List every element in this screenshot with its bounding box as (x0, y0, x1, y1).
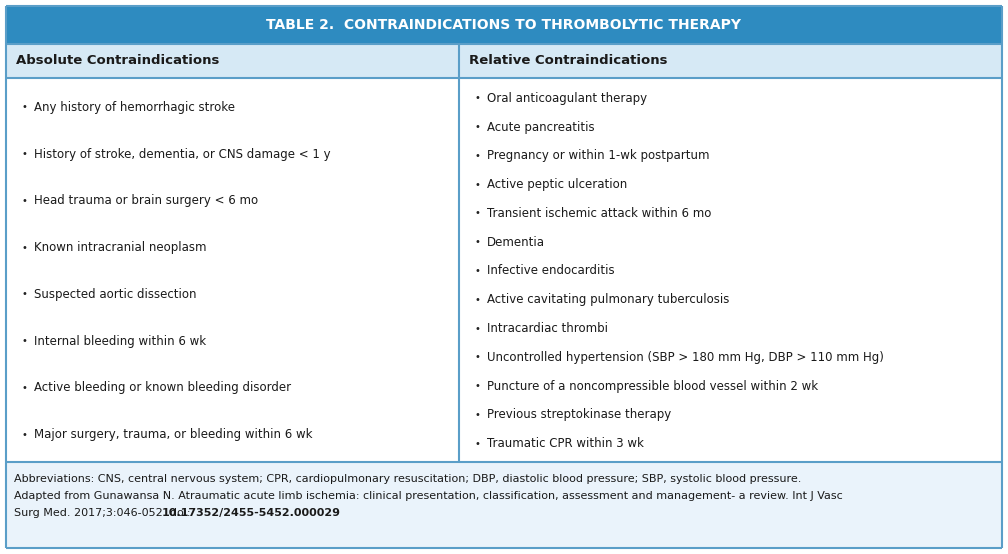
Text: •: • (474, 237, 480, 247)
Text: Adapted from Gunawansa N. Atraumatic acute limb ischemia: clinical presentation,: Adapted from Gunawansa N. Atraumatic acu… (14, 491, 843, 501)
Text: •: • (474, 179, 480, 189)
Text: •: • (21, 336, 27, 346)
Text: Known intracranial neoplasm: Known intracranial neoplasm (34, 241, 207, 254)
Bar (6, 462, 1002, 548)
Text: Uncontrolled hypertension (SBP > 180 mm Hg, DBP > 110 mm Hg): Uncontrolled hypertension (SBP > 180 mm … (487, 351, 884, 364)
Text: •: • (474, 208, 480, 218)
Text: Active cavitating pulmonary tuberculosis: Active cavitating pulmonary tuberculosis (487, 293, 730, 306)
Text: •: • (474, 324, 480, 334)
Text: Transient ischemic attack within 6 mo: Transient ischemic attack within 6 mo (487, 207, 712, 220)
Text: •: • (474, 410, 480, 420)
Text: Pregnancy or within 1-wk postpartum: Pregnancy or within 1-wk postpartum (487, 150, 710, 162)
Text: Puncture of a noncompressible blood vessel within 2 wk: Puncture of a noncompressible blood vess… (487, 379, 818, 393)
Text: •: • (474, 151, 480, 161)
Text: Active peptic ulceration: Active peptic ulceration (487, 178, 627, 191)
Text: •: • (474, 266, 480, 276)
Bar (6, 44, 1002, 78)
Text: Infective endocarditis: Infective endocarditis (487, 264, 615, 278)
Text: •: • (21, 102, 27, 112)
Text: Previous streptokinase therapy: Previous streptokinase therapy (487, 408, 671, 422)
Text: •: • (21, 289, 27, 299)
Text: Internal bleeding within 6 wk: Internal bleeding within 6 wk (34, 335, 206, 347)
Text: History of stroke, dementia, or CNS damage < 1 y: History of stroke, dementia, or CNS dama… (34, 147, 331, 161)
Text: Absolute Contraindications: Absolute Contraindications (16, 54, 220, 68)
Text: •: • (474, 381, 480, 391)
Text: •: • (474, 94, 480, 104)
Bar (6, 6, 1002, 44)
Text: Major surgery, trauma, or bleeding within 6 wk: Major surgery, trauma, or bleeding withi… (34, 428, 312, 441)
Text: •: • (21, 243, 27, 253)
Text: •: • (474, 439, 480, 449)
Text: •: • (474, 122, 480, 132)
Text: •: • (474, 352, 480, 362)
Bar (6, 78, 1002, 462)
Text: Suspected aortic dissection: Suspected aortic dissection (34, 288, 197, 301)
Text: •: • (21, 196, 27, 206)
Text: Oral anticoagulant therapy: Oral anticoagulant therapy (487, 92, 647, 105)
Text: •: • (474, 295, 480, 305)
Text: Head trauma or brain surgery < 6 mo: Head trauma or brain surgery < 6 mo (34, 194, 258, 207)
Text: Abbreviations: CNS, central nervous system; CPR, cardiopulmonary resuscitation; : Abbreviations: CNS, central nervous syst… (14, 474, 801, 484)
Text: TABLE 2.  CONTRAINDICATIONS TO THROMBOLYTIC THERAPY: TABLE 2. CONTRAINDICATIONS TO THROMBOLYT… (266, 18, 742, 32)
Text: •: • (21, 383, 27, 393)
Text: Acute pancreatitis: Acute pancreatitis (487, 121, 595, 134)
Text: Any history of hemorrhagic stroke: Any history of hemorrhagic stroke (34, 101, 235, 114)
Text: Surg Med. 2017;3:046-052. doi:: Surg Med. 2017;3:046-052. doi: (14, 508, 194, 518)
Text: •: • (21, 149, 27, 159)
Text: 10.17352/2455-5452.000029: 10.17352/2455-5452.000029 (161, 508, 341, 518)
Text: Relative Contraindications: Relative Contraindications (469, 54, 667, 68)
Text: Intracardiac thrombi: Intracardiac thrombi (487, 322, 608, 335)
Text: Active bleeding or known bleeding disorder: Active bleeding or known bleeding disord… (34, 381, 291, 394)
Text: Traumatic CPR within 3 wk: Traumatic CPR within 3 wk (487, 437, 644, 450)
Text: Dementia: Dementia (487, 236, 545, 249)
Text: •: • (21, 429, 27, 440)
